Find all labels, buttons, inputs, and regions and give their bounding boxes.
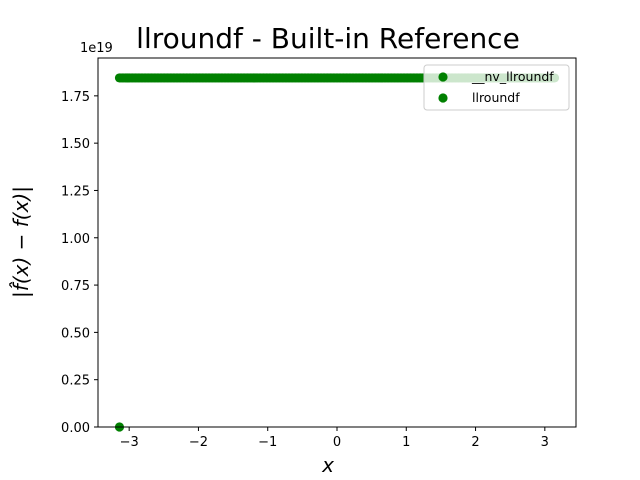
y-tick-label: 1.75: [61, 90, 90, 105]
x-tick-label: −2: [189, 435, 208, 450]
x-tick-label: 2: [471, 435, 479, 450]
legend-label: __nv_llroundf: [471, 69, 554, 84]
y-tick-label: 0.25: [61, 374, 90, 389]
legend-label: llroundf: [472, 90, 520, 105]
x-tick-label: 3: [541, 435, 549, 450]
y-tick-label: 1.25: [61, 184, 90, 199]
axes-frame: [97, 57, 577, 428]
legend-marker: [438, 72, 448, 82]
x-tick-label: 1: [402, 435, 410, 450]
y-tick-label: 0.75: [61, 279, 90, 294]
y-tick-label: 1.50: [61, 137, 90, 152]
x-tick-label: 0: [333, 435, 341, 450]
x-tick-label: −1: [258, 435, 277, 450]
y-axis-label: |f̂(x) − f(x)|: [9, 186, 33, 298]
y-tick-label: 0.00: [61, 421, 90, 436]
legend: __nv_llroundf llroundf: [423, 64, 570, 111]
x-axis-label: x: [321, 453, 334, 477]
y-tick-label: 1.00: [61, 232, 90, 247]
y-tick-label: 0.50: [61, 326, 90, 341]
legend-box: [423, 64, 570, 111]
chart-title: llroundf - Built-in Reference: [136, 22, 520, 55]
y-offset-label: 1e19: [80, 41, 113, 56]
plot-area: −3 −2 −1 0 1 2 3 0.00 0.25 0.50 0.75 1.00 1.25 1.50 1.…: [61, 57, 577, 450]
legend-marker: [438, 93, 448, 103]
x-tick-label: −3: [120, 435, 139, 450]
